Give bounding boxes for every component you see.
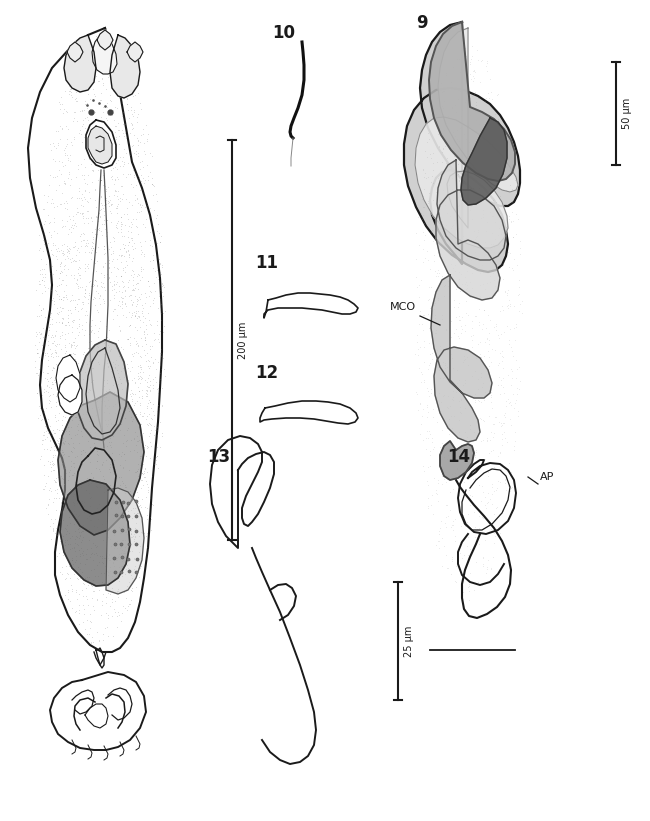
Polygon shape	[56, 355, 80, 402]
Polygon shape	[28, 28, 162, 652]
Polygon shape	[415, 28, 518, 248]
Polygon shape	[97, 30, 113, 50]
Text: 9: 9	[416, 14, 428, 32]
Polygon shape	[264, 293, 358, 318]
Polygon shape	[436, 160, 506, 300]
Polygon shape	[67, 42, 83, 62]
Polygon shape	[110, 35, 140, 98]
Text: 14: 14	[447, 448, 470, 466]
Polygon shape	[210, 436, 274, 548]
Polygon shape	[127, 42, 143, 62]
Polygon shape	[86, 120, 116, 168]
Polygon shape	[58, 375, 82, 415]
Text: 200 μm: 200 μm	[238, 321, 248, 359]
Polygon shape	[92, 35, 117, 74]
Text: 12: 12	[255, 364, 278, 382]
Polygon shape	[106, 488, 144, 594]
Polygon shape	[50, 672, 146, 750]
Polygon shape	[64, 35, 96, 92]
Polygon shape	[458, 460, 516, 534]
Text: 50 μm: 50 μm	[622, 98, 632, 129]
Polygon shape	[404, 22, 520, 272]
Text: AP: AP	[540, 472, 554, 482]
Polygon shape	[260, 401, 358, 424]
Polygon shape	[88, 126, 112, 164]
Text: 25 μm: 25 μm	[404, 626, 414, 657]
Text: 13: 13	[207, 448, 230, 466]
Text: 10: 10	[272, 24, 295, 42]
Polygon shape	[76, 340, 128, 440]
Polygon shape	[440, 441, 474, 480]
Polygon shape	[58, 392, 144, 535]
Text: MCO: MCO	[390, 302, 416, 312]
Polygon shape	[431, 275, 492, 442]
Polygon shape	[429, 22, 515, 181]
Polygon shape	[60, 480, 130, 586]
Polygon shape	[461, 118, 507, 205]
Text: 11: 11	[255, 254, 278, 272]
